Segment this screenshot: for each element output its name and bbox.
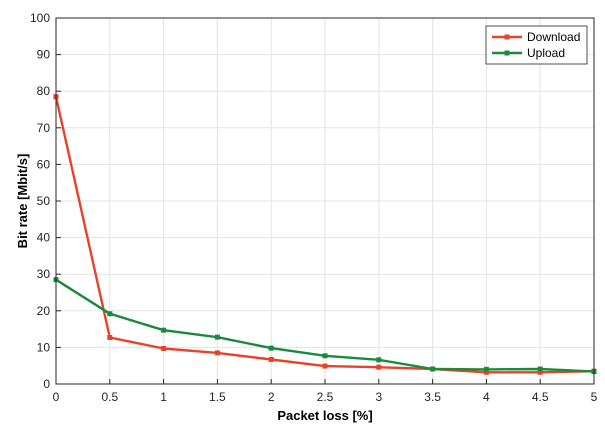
x-tick-label: 0: [53, 390, 60, 404]
x-tick-label: 0.5: [101, 390, 118, 404]
download-data-point: [537, 369, 543, 375]
legend-label-upload: Upload: [527, 46, 565, 60]
y-tick-label: 60: [37, 157, 51, 171]
download-data-point: [483, 369, 489, 375]
x-tick-label: 3: [375, 390, 382, 404]
legend-box: [485, 25, 588, 65]
upload-data-point: [268, 345, 274, 351]
upload-data-point: [107, 311, 113, 317]
legend: Download Upload: [485, 25, 588, 65]
x-tick-label: 2: [268, 390, 275, 404]
legend-marker-download: [504, 34, 510, 40]
download-data-point: [376, 364, 382, 370]
y-axis-title: Bit rate [Mbit/s]: [15, 154, 30, 249]
upload-data-point: [376, 357, 382, 363]
y-tick-label: 20: [37, 304, 51, 318]
upload-data-point: [161, 327, 167, 333]
y-tick-label: 90: [37, 48, 51, 62]
download-data-point: [161, 345, 167, 351]
y-tick-label: 70: [37, 121, 51, 135]
x-tick-label: 4: [483, 390, 490, 404]
upload-data-point: [430, 366, 436, 372]
upload-data-point: [322, 353, 328, 359]
download-data-point: [214, 350, 220, 356]
download-data-point: [268, 356, 274, 362]
y-tick-label: 30: [37, 267, 51, 281]
upload-data-point: [214, 334, 220, 340]
y-tick-label: 0: [43, 377, 50, 391]
x-tick-label: 2.5: [317, 390, 334, 404]
y-tick-label: 10: [37, 340, 51, 354]
download-data-point: [107, 335, 113, 341]
upload-data-point: [483, 366, 489, 372]
y-tick-label: 40: [37, 231, 51, 245]
x-tick-label: 1: [160, 390, 167, 404]
y-tick-label: 80: [37, 84, 51, 98]
legend-marker-upload: [504, 50, 510, 56]
x-tick-label: 5: [591, 390, 598, 404]
download-data-point: [322, 363, 328, 369]
y-axis-ticks: 0 10 20 30 40 50 60 70 80 90 100: [30, 11, 61, 391]
x-tick-label: 1.5: [209, 390, 226, 404]
legend-label-download: Download: [527, 30, 580, 44]
x-axis-ticks: 0 0.5 1 1.5 2 2.5 3 3.5 4 4.5 5: [53, 379, 598, 404]
upload-data-point: [537, 366, 543, 372]
x-axis-title: Packet loss [%]: [277, 408, 372, 423]
x-tick-label: 4.5: [532, 390, 549, 404]
y-tick-label: 100: [30, 11, 50, 25]
x-tick-label: 3.5: [424, 390, 441, 404]
y-tick-label: 50: [37, 194, 51, 208]
